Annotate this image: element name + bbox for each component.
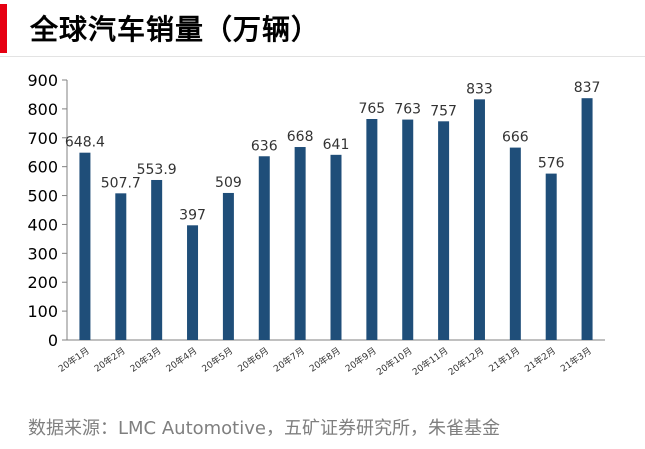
bar: [294, 147, 306, 340]
bar: [509, 147, 521, 340]
x-tick-label: 20年5月: [199, 345, 235, 375]
x-tick-label: 21年3月: [558, 345, 594, 375]
bar: [151, 179, 163, 340]
bar: [187, 225, 199, 340]
y-tick-label: 100: [27, 302, 58, 321]
y-tick-label: 300: [27, 244, 58, 263]
x-tick-label: 20年6月: [235, 345, 271, 375]
data-label: 837: [574, 80, 601, 96]
x-tick-label: 20年1月: [56, 345, 92, 375]
title-accent-bar: [0, 4, 7, 53]
data-label: 636: [251, 138, 278, 154]
data-label: 757: [430, 103, 457, 119]
x-tick-label: 20年3月: [128, 345, 164, 375]
data-label: 763: [394, 102, 421, 118]
x-tick-label: 20年11月: [410, 345, 450, 378]
x-tick-label: 21年2月: [522, 345, 558, 375]
bar: [330, 154, 342, 340]
y-tick-label: 200: [27, 273, 58, 292]
data-label: 765: [358, 101, 385, 117]
data-label: 397: [179, 207, 206, 223]
y-tick-label: 500: [27, 187, 58, 206]
bar: [115, 193, 127, 340]
y-tick-label: 800: [27, 100, 58, 119]
x-tick-label: 21年1月: [486, 345, 522, 375]
bar: [258, 156, 270, 340]
data-label: 553.9: [137, 162, 177, 178]
data-label: 833: [466, 81, 493, 97]
data-label: 641: [323, 137, 350, 153]
source-note: 数据来源：LMC Automotive，五矿证券研究所，朱雀基金: [28, 418, 500, 439]
x-tick-label: 20年2月: [92, 345, 128, 375]
x-tick-label: 20年12月: [446, 345, 486, 378]
y-tick-label: 0: [48, 331, 58, 350]
x-tick-label: 20年7月: [271, 345, 307, 375]
data-label: 509: [215, 175, 242, 191]
bar: [438, 121, 450, 340]
data-label: 666: [502, 130, 529, 146]
y-tick-label: 600: [27, 158, 58, 177]
header-divider: [0, 56, 645, 57]
x-tick-label: 20年9月: [343, 345, 379, 375]
x-tick-label: 20年4月: [164, 345, 200, 375]
data-label: 576: [538, 156, 565, 172]
data-label: 507.7: [101, 175, 141, 191]
bar-chart: 0 100 200 300 400 500 600 700 800 900 648.4 20年1月 50…: [27, 71, 605, 378]
y-tick-label: 400: [27, 215, 58, 234]
data-label: 648.4: [65, 135, 105, 151]
chart-header: 全球汽车销量（万辆）: [0, 0, 645, 58]
bar: [473, 99, 485, 340]
y-tick-label: 700: [27, 129, 58, 148]
bar: [222, 192, 234, 340]
bar: [581, 98, 593, 340]
y-tick-label: 900: [27, 71, 58, 90]
bar: [79, 152, 91, 340]
bar: [366, 119, 378, 340]
x-tick-label: 20年8月: [307, 345, 343, 375]
chart-title: 全球汽车销量（万辆）: [30, 13, 321, 46]
bar: [402, 119, 414, 340]
x-tick-label: 20年10月: [374, 345, 414, 378]
bar: [545, 173, 557, 340]
data-label: 668: [287, 129, 314, 145]
